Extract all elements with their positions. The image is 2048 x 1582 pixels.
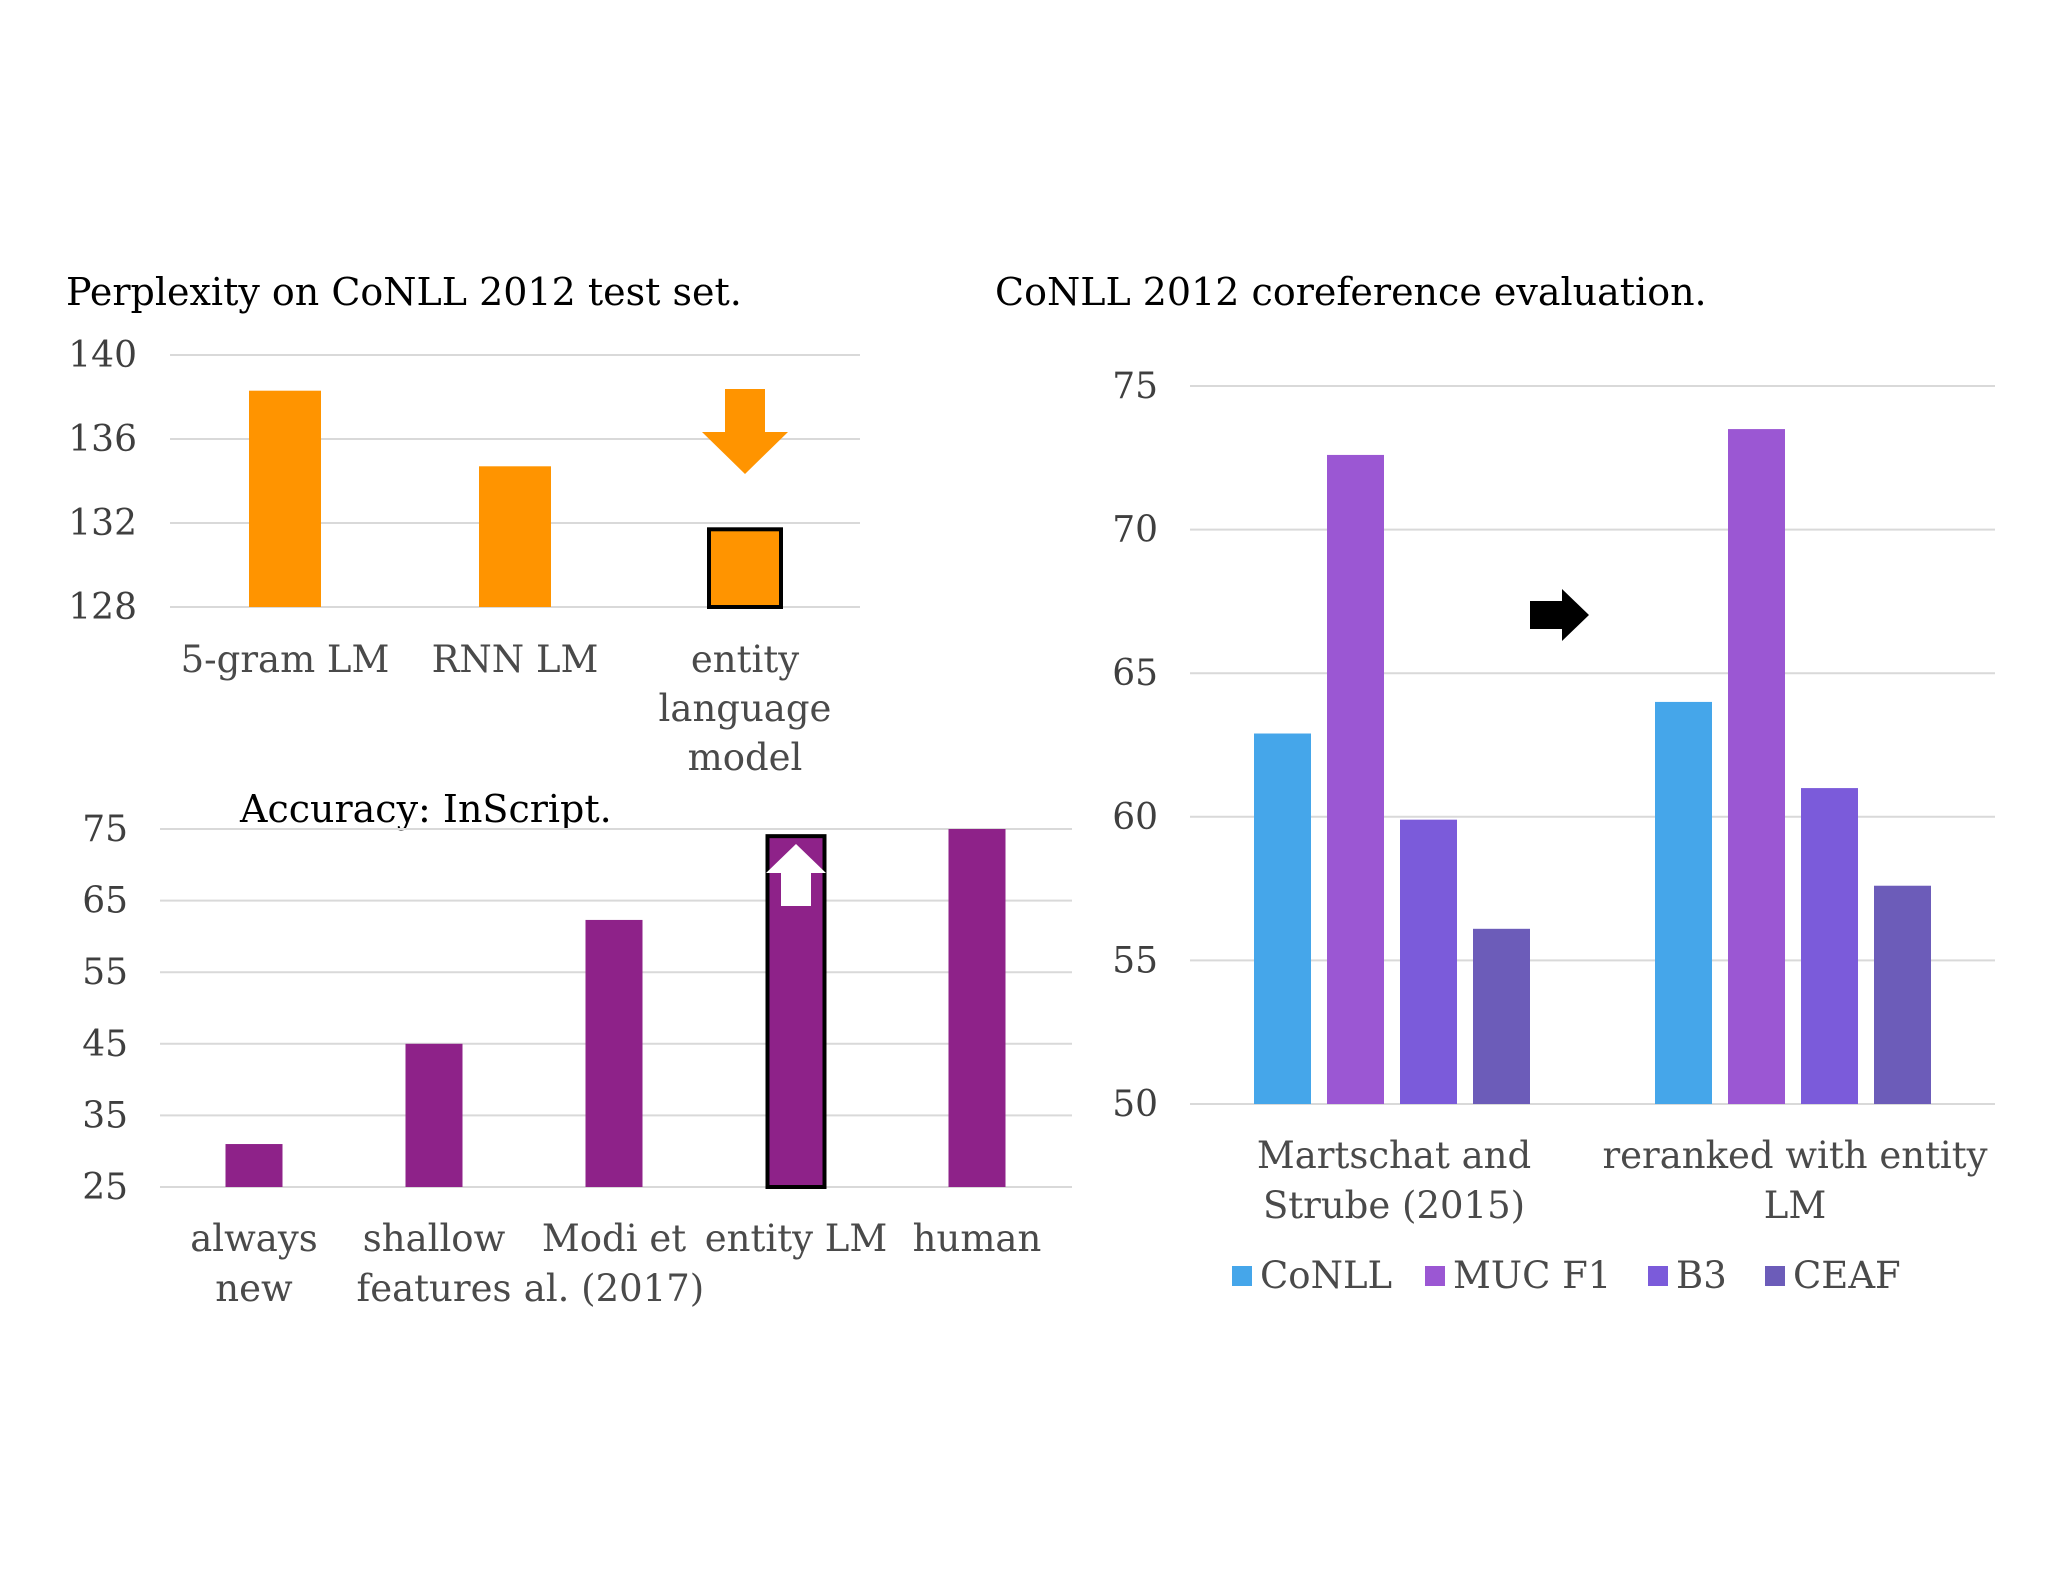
- coreference-legend-swatch: [1648, 1266, 1668, 1286]
- coreference-y-tick-label: 50: [1112, 1084, 1158, 1125]
- coreference-legend-label: B3: [1676, 1254, 1727, 1297]
- coreference-category-label: LM: [1764, 1184, 1826, 1227]
- perplexity-bar: [479, 466, 551, 607]
- perplexity-y-tick-label: 136: [68, 419, 137, 460]
- up-arrow-icon: [766, 844, 826, 906]
- perplexity-y-tick-label: 132: [68, 503, 137, 544]
- accuracy-category-label: shallow: [363, 1217, 506, 1260]
- perplexity-bar: [249, 390, 321, 607]
- accuracy-category-label: Modi et: [542, 1217, 686, 1260]
- accuracy-y-tick-label: 65: [82, 881, 128, 922]
- coreference-bar-conll: [1655, 701, 1712, 1104]
- perplexity-category-label: 5-gram LM: [181, 638, 390, 681]
- coreference-bar-b3: [1400, 819, 1457, 1104]
- accuracy-bar: [405, 1043, 463, 1187]
- accuracy-category-label: features: [357, 1267, 512, 1310]
- accuracy-bar: [585, 919, 643, 1187]
- coreference-legend-label: CoNLL: [1260, 1254, 1392, 1297]
- coreference-bar-muc-f1: [1327, 454, 1384, 1105]
- coreference-y-tick-label: 75: [1112, 366, 1158, 407]
- accuracy-category-label: always: [190, 1217, 318, 1260]
- coreference-bar-muc-f1: [1728, 429, 1785, 1105]
- perplexity-category-label: entity: [691, 638, 799, 681]
- coreference-legend-label: MUC F1: [1453, 1254, 1611, 1297]
- perplexity-category-label: model: [688, 736, 803, 779]
- coreference-bar-conll: [1254, 733, 1311, 1104]
- accuracy-bar: [225, 1144, 283, 1187]
- accuracy-y-tick-label: 45: [82, 1024, 128, 1065]
- coreference-y-tick-label: 70: [1112, 510, 1158, 551]
- accuracy-category-label: al. (2017): [524, 1267, 704, 1310]
- perplexity-category-label: RNN LM: [432, 638, 599, 681]
- coreference-y-tick-label: 55: [1112, 940, 1158, 981]
- right-arrow-icon: [1530, 589, 1589, 641]
- accuracy-y-tick-label: 55: [82, 952, 128, 993]
- accuracy-bar: [948, 829, 1006, 1187]
- coreference-y-tick-label: 60: [1112, 797, 1158, 838]
- coreference-title: CoNLL 2012 coreference evaluation.: [995, 270, 1707, 314]
- perplexity-y-tick-label: 140: [68, 335, 137, 376]
- accuracy-category-label: new: [215, 1267, 293, 1310]
- coreference-bar-ceaf: [1473, 928, 1530, 1104]
- coreference-bar-b3: [1801, 788, 1858, 1104]
- perplexity-title: Perplexity on CoNLL 2012 test set.: [66, 270, 742, 314]
- accuracy-y-tick-label: 75: [82, 809, 128, 850]
- accuracy-title: Accuracy: InScript.: [239, 787, 612, 831]
- coreference-legend-swatch: [1765, 1266, 1785, 1286]
- coreference-legend-label: CEAF: [1793, 1254, 1901, 1297]
- accuracy-category-label: human: [913, 1217, 1042, 1260]
- accuracy-category-label: entity LM: [705, 1217, 887, 1260]
- accuracy-y-tick-label: 35: [82, 1095, 128, 1136]
- perplexity-bar: [707, 527, 783, 609]
- perplexity-category-label: language: [659, 687, 832, 730]
- perplexity-y-tick-label: 128: [68, 587, 137, 628]
- coreference-bar-ceaf: [1874, 885, 1931, 1104]
- coreference-category-label: Martschat and: [1257, 1134, 1531, 1177]
- down-arrow-icon: [702, 389, 788, 474]
- coreference-category-label: reranked with entity: [1602, 1134, 1987, 1177]
- coreference-legend-swatch: [1425, 1266, 1445, 1286]
- coreference-legend-swatch: [1232, 1266, 1252, 1286]
- coreference-y-tick-label: 65: [1112, 653, 1158, 694]
- accuracy-y-tick-label: 25: [82, 1167, 128, 1208]
- coreference-category-label: Strube (2015): [1263, 1184, 1525, 1227]
